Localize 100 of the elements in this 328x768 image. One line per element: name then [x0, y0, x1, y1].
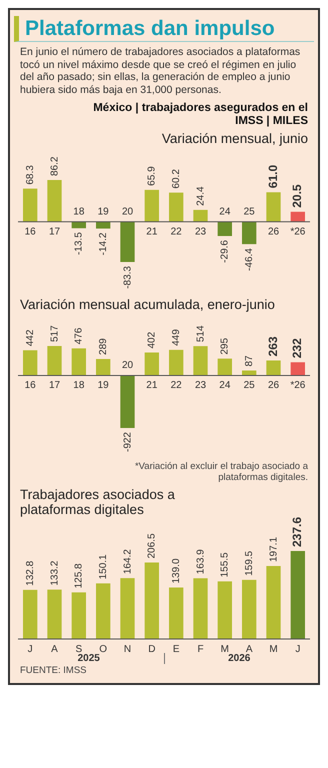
bar [169, 192, 184, 222]
data-label: 61.0 [266, 164, 280, 188]
data-label: 295 [220, 338, 231, 355]
bar [144, 352, 159, 376]
bar [290, 551, 305, 639]
x-tick-label: 25 [244, 380, 256, 392]
x-tick-label: 18 [73, 206, 85, 218]
data-label: 139.0 [170, 558, 182, 584]
data-label: 476 [74, 327, 85, 344]
data-label: -29.6 [220, 240, 231, 263]
data-label: 65.9 [146, 166, 158, 186]
data-label: 206.5 [146, 533, 158, 559]
x-tick-label: J [295, 644, 300, 655]
x-tick-label: M [220, 644, 230, 655]
data-label: 442 [24, 329, 36, 346]
bar [96, 583, 110, 639]
x-tick-label: 16 [24, 226, 36, 238]
x-tick-label: A [246, 644, 253, 655]
data-label: 517 [49, 324, 60, 342]
bar [120, 375, 135, 428]
x-tick-label: 21 [146, 380, 158, 392]
source-note: FUENTE: IMSS [19, 664, 88, 677]
data-label: -14.2 [98, 232, 109, 256]
data-label: 20.5 [290, 184, 304, 208]
chart-title: Variación mensual acumulada, enero-junio [19, 297, 276, 312]
bar [169, 350, 184, 376]
x-tick-label: 17 [48, 226, 60, 238]
bar [290, 212, 305, 222]
bar [23, 590, 38, 639]
x-tick-label: 20 [122, 206, 134, 218]
data-label: 155.5 [220, 552, 231, 578]
x-tick-label: 23 [194, 226, 206, 238]
x-tick-label: 19 [98, 380, 110, 392]
x-tick-label: M [269, 644, 278, 655]
x-tick-label: *26 [290, 226, 306, 238]
x-tick-label: N [124, 644, 132, 655]
data-label: 125.8 [74, 562, 85, 588]
chart-title: Trabajadores asociados a plataformas digitales [19, 487, 176, 517]
data-label: -922 [122, 432, 134, 452]
bar [266, 566, 281, 639]
data-label: 402 [146, 331, 158, 349]
x-tick-label: 19 [98, 206, 110, 218]
bar [72, 222, 86, 228]
bar [23, 350, 38, 376]
data-label: 237.6 [290, 516, 304, 547]
x-tick-label: 16 [24, 380, 36, 392]
bar [169, 588, 184, 639]
x-tick-label: 18 [73, 380, 85, 392]
bar [72, 592, 86, 639]
bar [266, 192, 281, 222]
data-label: 514 [195, 325, 206, 342]
bar [144, 190, 159, 222]
bar [72, 348, 86, 376]
text: 2026 [164, 653, 314, 664]
data-label: 289 [98, 338, 109, 355]
chart-title: Variación mensual, junio [160, 131, 309, 146]
bar [47, 180, 62, 222]
bar [266, 360, 281, 376]
data-label: 150.1 [98, 554, 109, 580]
x-tick-label: O [99, 644, 108, 655]
bar [193, 210, 208, 222]
x-tick-label: S [75, 644, 82, 655]
bar [47, 346, 62, 376]
bar [120, 222, 135, 262]
bar [218, 358, 232, 376]
data-label: 159.5 [244, 550, 255, 576]
bar [23, 188, 38, 222]
bar [96, 222, 110, 229]
x-tick-label: 24 [219, 380, 231, 392]
text: 2025 [76, 653, 101, 664]
x-tick-label: 22 [170, 380, 182, 392]
data-label: 232 [290, 338, 304, 358]
data-label: 197.1 [268, 536, 280, 562]
x-tick-label: 26 [268, 380, 280, 392]
x-tick-label: 26 [268, 226, 280, 238]
bar [47, 590, 62, 639]
data-label: 68.3 [24, 164, 36, 185]
x-tick-label: 17 [48, 380, 60, 392]
bar [120, 578, 135, 639]
data-label: 163.9 [195, 548, 206, 574]
data-label: -13.5 [74, 232, 85, 256]
bar [242, 370, 256, 376]
data-label: 263 [266, 336, 280, 356]
bar [218, 222, 232, 236]
x-tick-label: D [148, 644, 156, 655]
x-tick-label: *26 [290, 380, 306, 392]
bar [96, 358, 110, 376]
text: En junio el número de trabajadores asociados a plataformas tocó un nivel máximo desde que se creó el régimen en julio del año pasado; sin ellas, la generación de empleo a junio hubiera sido más baja en 31,000 personas. [19, 46, 302, 96]
data-label: -83.3 [122, 266, 134, 289]
bar [242, 222, 256, 244]
x-tick-label: 24 [219, 206, 231, 218]
x-tick-label: 23 [194, 380, 206, 392]
data-label: 164.2 [122, 548, 134, 574]
bar [193, 578, 208, 639]
data-label: 133.2 [49, 560, 60, 586]
x-tick-label: F [197, 644, 204, 655]
text: Plataformas dan impulso [14, 16, 314, 42]
bar [218, 581, 232, 639]
x-tick-label: E [172, 644, 180, 655]
x-tick-label: 25 [244, 206, 256, 218]
